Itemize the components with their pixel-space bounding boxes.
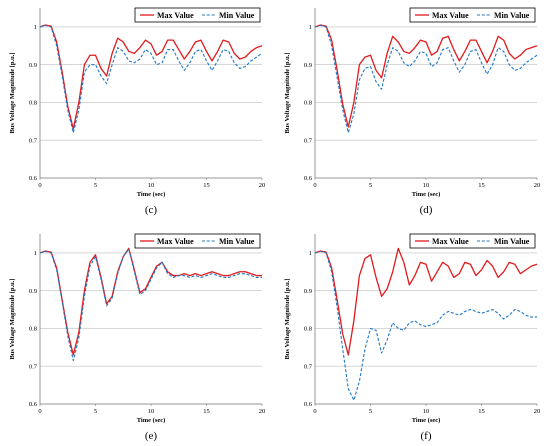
legend-label-min-value: Min Value bbox=[219, 237, 255, 246]
x-tick-label: 20 bbox=[259, 408, 266, 415]
x-tick-label: 20 bbox=[259, 182, 266, 189]
y-tick-label: 0.9 bbox=[29, 288, 37, 295]
y-axis-label: Bus Voltage Magnitude [p.u.] bbox=[9, 52, 16, 133]
legend-label-max-value: Max Value bbox=[432, 237, 469, 246]
x-tick-label: 0 bbox=[38, 408, 41, 415]
x-tick-label: 20 bbox=[534, 182, 541, 189]
y-tick-label: 1 bbox=[309, 24, 312, 31]
x-tick-label: 5 bbox=[369, 408, 372, 415]
series-line-max-value bbox=[314, 247, 538, 356]
x-tick-label: 5 bbox=[369, 182, 372, 189]
series-line-max-value bbox=[314, 24, 538, 128]
series-line-min-value bbox=[314, 250, 537, 401]
legend: Max Value Min Value bbox=[134, 7, 261, 23]
legend-label-max-value: Max Value bbox=[432, 11, 469, 20]
y-axis-label: Bus Voltage Magnitude [p.u.] bbox=[9, 278, 16, 359]
legend-box bbox=[134, 7, 261, 23]
x-axis-label: Time (sec) bbox=[137, 417, 166, 424]
y-tick-label: 0.9 bbox=[304, 288, 312, 295]
legend-label-max-value: Max Value bbox=[157, 11, 194, 20]
x-tick-label: 5 bbox=[94, 408, 97, 415]
x-tick-label: 0 bbox=[38, 182, 41, 189]
y-tick-label: 0.8 bbox=[304, 326, 312, 333]
y-tick-label: 0.7 bbox=[304, 137, 313, 144]
y-tick-label: 0.9 bbox=[29, 62, 37, 69]
panel-caption: (d) bbox=[420, 204, 433, 216]
x-tick-label: 0 bbox=[313, 408, 316, 415]
legend: Max Value Min Value bbox=[409, 233, 536, 249]
series-line-max-value bbox=[39, 247, 262, 356]
x-axis-label: Time (sec) bbox=[412, 417, 441, 424]
panel-caption: (f) bbox=[421, 430, 432, 442]
legend-label-min-value: Min Value bbox=[494, 11, 530, 20]
x-tick-label: 0 bbox=[313, 182, 316, 189]
legend: Max Value Min Value bbox=[134, 233, 261, 249]
y-tick-label: 1 bbox=[34, 24, 37, 31]
y-tick-label: 0.6 bbox=[29, 175, 38, 182]
y-tick-label: 0.8 bbox=[304, 100, 312, 107]
x-tick-label: 10 bbox=[148, 182, 155, 189]
y-tick-label: 0.9 bbox=[304, 62, 312, 69]
x-tick-label: 10 bbox=[423, 182, 430, 189]
x-axis-label: Time (sec) bbox=[412, 191, 441, 198]
series-line-max-value bbox=[39, 24, 263, 130]
legend: Max Value Min Value bbox=[409, 7, 536, 23]
legend-label-min-value: Min Value bbox=[494, 237, 530, 246]
y-tick-label: 0.7 bbox=[29, 363, 38, 370]
y-tick-label: 1 bbox=[34, 250, 37, 257]
panel-caption: (e) bbox=[145, 430, 158, 442]
x-tick-label: 15 bbox=[203, 182, 210, 189]
x-tick-label: 15 bbox=[478, 182, 485, 189]
y-tick-label: 0.7 bbox=[29, 137, 38, 144]
x-tick-label: 20 bbox=[534, 408, 541, 415]
legend-label-max-value: Max Value bbox=[157, 237, 194, 246]
y-axis-label: Bus Voltage Magnitude [p.u.] bbox=[284, 278, 291, 359]
y-tick-label: 0.7 bbox=[304, 363, 313, 370]
series-line-min-value bbox=[39, 248, 262, 362]
x-tick-label: 15 bbox=[203, 408, 210, 415]
legend-box bbox=[134, 233, 261, 249]
x-axis-label: Time (sec) bbox=[137, 191, 166, 198]
legend-box bbox=[409, 7, 536, 23]
y-tick-label: 0.6 bbox=[304, 175, 313, 182]
x-tick-label: 5 bbox=[94, 182, 97, 189]
series-line-min-value bbox=[39, 24, 263, 134]
legend-box bbox=[409, 233, 536, 249]
y-tick-label: 1 bbox=[309, 250, 312, 257]
x-tick-label: 10 bbox=[423, 408, 430, 415]
panel-caption: (c) bbox=[145, 204, 158, 216]
y-tick-label: 0.6 bbox=[29, 401, 38, 408]
x-tick-label: 15 bbox=[478, 408, 485, 415]
y-tick-label: 0.8 bbox=[29, 326, 37, 333]
series-line-min-value bbox=[314, 24, 538, 134]
legend-label-min-value: Min Value bbox=[219, 11, 255, 20]
y-tick-label: 0.8 bbox=[29, 100, 37, 107]
y-axis-label: Bus Voltage Magnitude [p.u.] bbox=[284, 52, 291, 133]
y-tick-label: 0.6 bbox=[304, 401, 313, 408]
x-tick-label: 10 bbox=[148, 408, 155, 415]
